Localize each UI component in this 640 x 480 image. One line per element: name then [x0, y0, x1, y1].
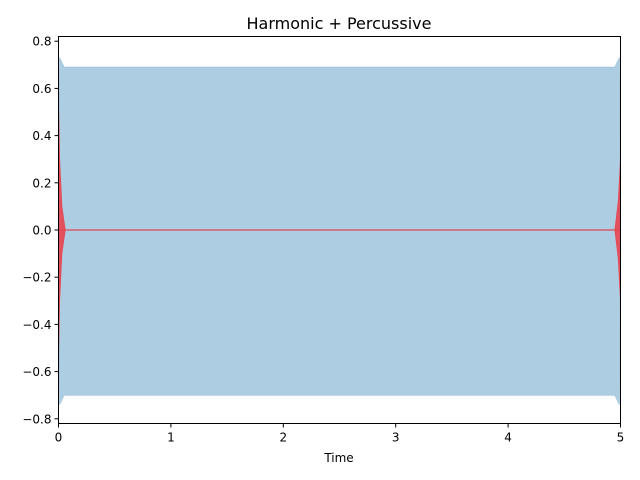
y-tick-label: −0.4 — [22, 318, 51, 332]
y-tick-label: −0.8 — [22, 412, 51, 426]
x-tick-label: 0 — [55, 431, 63, 445]
x-tick-label: 2 — [279, 431, 287, 445]
x-tick-label: 1 — [167, 431, 175, 445]
y-tick-label: 0.6 — [32, 82, 51, 96]
x-tick-label: 3 — [392, 431, 400, 445]
y-tick-label: 0.4 — [32, 129, 51, 143]
y-tick-label: −0.6 — [22, 365, 51, 379]
y-tick-label: 0.8 — [32, 35, 51, 49]
chart-title: Harmonic + Percussive — [247, 14, 432, 33]
y-tick-label: 0.2 — [32, 176, 51, 190]
x-axis-label: Time — [323, 451, 353, 465]
x-tick-label: 5 — [617, 431, 625, 445]
y-tick-label: 0.0 — [32, 224, 51, 238]
y-tick-label: −0.2 — [22, 271, 51, 285]
series-0-waveform — [58, 57, 621, 405]
x-tick-label: 4 — [504, 431, 512, 445]
